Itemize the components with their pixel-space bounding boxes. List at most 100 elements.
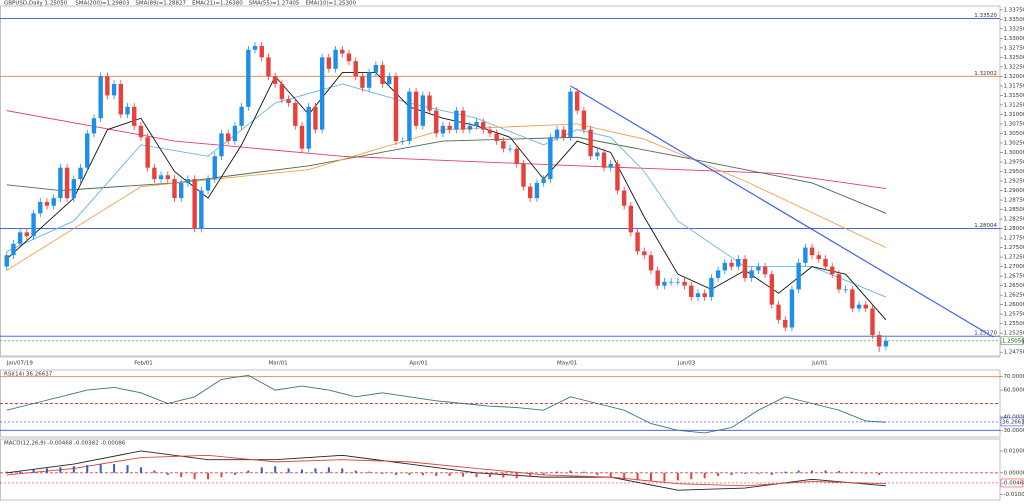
date-label: Feb/01 <box>134 361 153 367</box>
macd-bar <box>448 472 451 477</box>
candle-body <box>554 129 560 138</box>
candle-body <box>259 45 264 58</box>
legend-entry: SMA(89)=1.28827 <box>135 1 186 7</box>
y-tick-label: 30.00000 <box>1004 428 1024 434</box>
macd-bar <box>301 469 304 473</box>
panel-title: GBPUSD,Daily 1.25050 <box>4 1 68 7</box>
candle-body <box>796 262 801 290</box>
y-tick-label: 1.28500 <box>1004 207 1024 213</box>
candle-body <box>64 167 70 199</box>
candle-body <box>333 49 338 69</box>
candle-body <box>51 198 56 206</box>
candle-body <box>541 179 546 183</box>
level-label: 1.25170 <box>974 331 997 337</box>
macd-bar <box>314 468 317 473</box>
candle-body <box>91 118 97 134</box>
macd-bar <box>784 471 787 473</box>
candle-body <box>407 91 412 142</box>
candle-body <box>24 232 30 237</box>
candle-body <box>400 141 405 142</box>
candle-body <box>642 251 647 256</box>
candle-body <box>528 186 533 199</box>
candle-body <box>225 133 231 142</box>
macd-bar <box>609 472 612 478</box>
macd-bar <box>207 472 210 480</box>
macd-bar <box>153 470 156 473</box>
candle-body <box>252 45 258 50</box>
indicator-line <box>6 110 886 190</box>
candle-body <box>803 247 808 263</box>
candle-body <box>608 163 613 168</box>
macd-bar <box>99 464 102 473</box>
y-tick-label: 1.31750 <box>1004 83 1024 89</box>
macd-bar <box>381 472 384 474</box>
price-box <box>1000 417 1024 427</box>
candle-body <box>185 179 191 183</box>
candle-body <box>393 76 399 142</box>
candle-body <box>219 133 224 157</box>
macd-bar <box>824 470 827 473</box>
candle-body <box>239 106 244 126</box>
candle-body <box>655 270 660 286</box>
price-label: 36.26637 <box>1002 419 1024 425</box>
candle-body <box>266 57 271 77</box>
candle-body <box>668 281 674 283</box>
macd-bar <box>72 466 75 473</box>
y-tick-label: 1.33750 <box>1004 7 1024 13</box>
candle-body <box>709 278 714 298</box>
candle-body <box>816 255 821 259</box>
macd-bar <box>394 472 397 475</box>
candle-body <box>568 91 573 138</box>
candle-body <box>387 76 392 84</box>
candle-body <box>749 270 754 279</box>
candle-body <box>830 266 835 275</box>
candle-body <box>494 133 499 142</box>
macd-bar <box>274 466 277 473</box>
y-tick-label: 1.29000 <box>1004 188 1024 194</box>
y-tick-label: 1.25500 <box>1004 321 1024 327</box>
y-tick-label: 1.26250 <box>1004 293 1024 299</box>
candle-body <box>319 57 325 130</box>
candle-body <box>856 304 862 309</box>
macd-bar <box>126 465 129 473</box>
candle-body <box>447 125 452 130</box>
candle-body <box>192 179 197 229</box>
y-tick-label: 0.01000 <box>1004 448 1024 454</box>
y-tick-label: 1.25250 <box>1004 331 1024 337</box>
macd-bar <box>5 471 8 473</box>
candle-body <box>776 304 781 320</box>
price-label: -0.00468 <box>1002 480 1024 486</box>
candle-body <box>722 262 728 271</box>
y-tick-label: 1.29250 <box>1004 179 1024 185</box>
price-box <box>1000 336 1024 346</box>
candle-body <box>313 106 318 130</box>
macd-bar <box>139 467 142 473</box>
y-tick-label: 60.00000 <box>1004 388 1024 394</box>
y-tick-label: 1.28000 <box>1004 226 1024 232</box>
macd-bar <box>354 470 357 473</box>
macd-bar <box>757 472 760 474</box>
macd-bar <box>730 472 733 475</box>
candle-body <box>118 83 124 115</box>
macd-bar <box>421 472 424 476</box>
price-box <box>1000 478 1024 488</box>
y-tick-label: 1.28750 <box>1004 198 1024 204</box>
y-tick-label: 1.27750 <box>1004 236 1024 242</box>
candle-body <box>742 258 748 279</box>
candle-body <box>299 125 305 149</box>
candle-body <box>876 335 882 347</box>
level-label: 1.28004 <box>974 223 997 229</box>
candle-body <box>373 64 379 73</box>
candle-body <box>601 152 607 168</box>
candle-body <box>695 293 701 298</box>
candle-body <box>346 53 352 62</box>
candle-body <box>212 156 217 180</box>
candle-body <box>467 125 472 130</box>
y-tick-label: -0.01000 <box>1004 492 1024 498</box>
candle-body <box>199 190 204 229</box>
candle-body <box>138 125 144 138</box>
candle-body <box>534 182 540 199</box>
candle-body <box>682 281 687 286</box>
macd-bar <box>287 468 290 473</box>
